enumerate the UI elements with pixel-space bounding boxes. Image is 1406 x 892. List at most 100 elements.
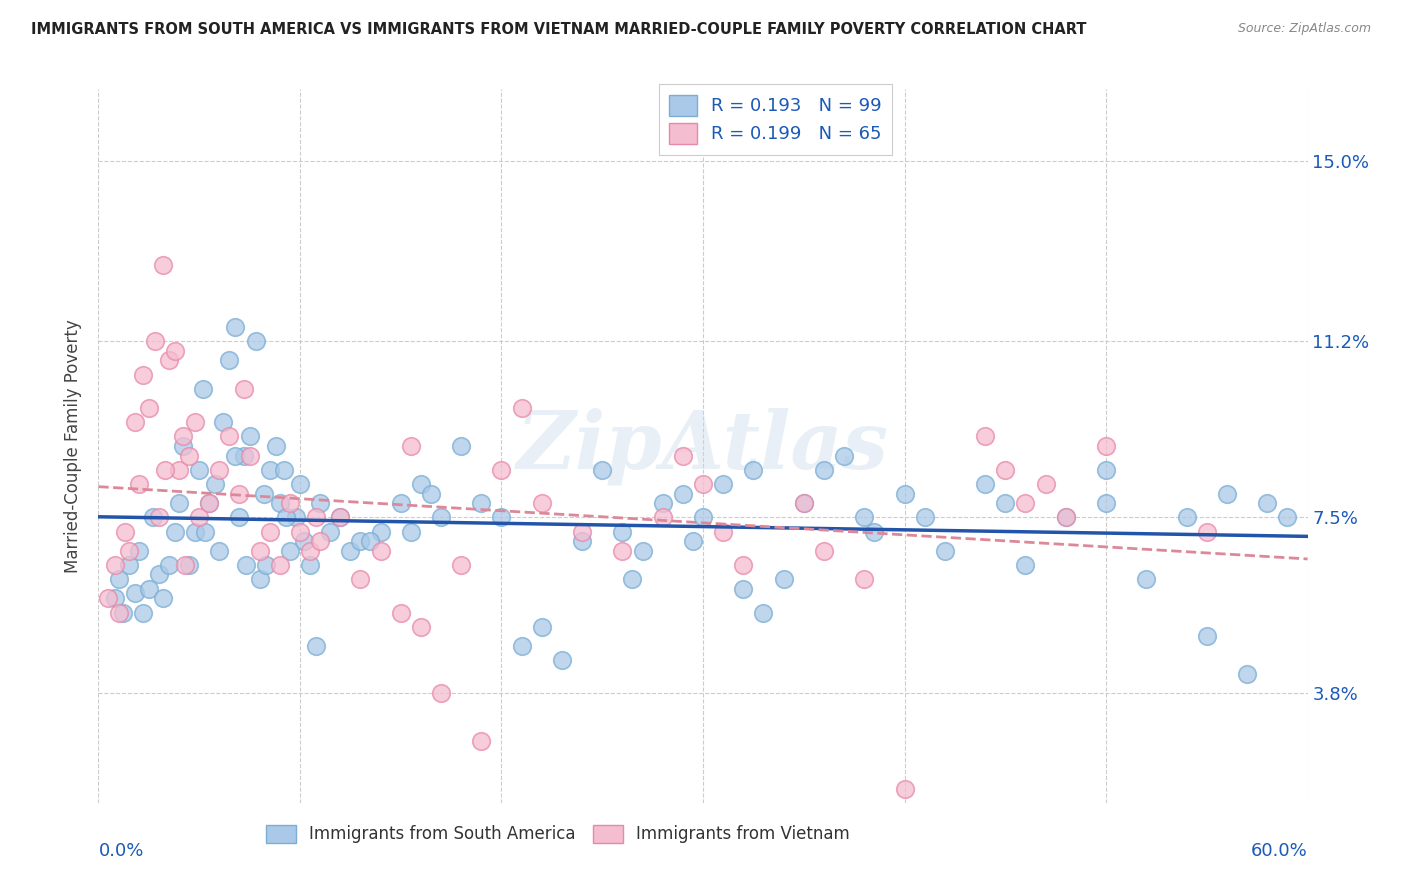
- Point: [370, 543, 392, 558]
- Point: [551, 653, 574, 667]
- Point: [208, 543, 231, 558]
- Point: [1216, 486, 1239, 500]
- Point: [793, 496, 815, 510]
- Point: [430, 510, 453, 524]
- Point: [235, 558, 257, 572]
- Point: [711, 477, 734, 491]
- Point: [1175, 510, 1198, 524]
- Point: [208, 463, 231, 477]
- Point: [167, 463, 190, 477]
- Point: [188, 463, 211, 477]
- Point: [409, 477, 432, 491]
- Point: [111, 606, 134, 620]
- Point: [198, 496, 221, 510]
- Point: [994, 496, 1017, 510]
- Point: [142, 510, 165, 524]
- Point: [591, 463, 613, 477]
- Point: [1095, 439, 1118, 453]
- Point: [1095, 496, 1118, 510]
- Point: [692, 510, 714, 524]
- Point: [309, 534, 332, 549]
- Point: [218, 429, 240, 443]
- Point: [621, 572, 644, 586]
- Point: [224, 449, 246, 463]
- Point: [107, 606, 129, 620]
- Point: [193, 382, 215, 396]
- Point: [530, 496, 553, 510]
- Point: [612, 543, 634, 558]
- Point: [1054, 510, 1077, 524]
- Point: [148, 510, 170, 524]
- Point: [103, 591, 125, 606]
- Point: [1195, 629, 1218, 643]
- Point: [179, 558, 201, 572]
- Point: [198, 496, 221, 510]
- Point: [772, 572, 794, 586]
- Point: [97, 591, 120, 606]
- Point: [491, 510, 513, 524]
- Point: [470, 734, 492, 748]
- Point: [148, 567, 170, 582]
- Point: [409, 620, 432, 634]
- Legend: Immigrants from South America, Immigrants from Vietnam: Immigrants from South America, Immigrant…: [257, 816, 858, 852]
- Point: [1195, 524, 1218, 539]
- Point: [174, 558, 197, 572]
- Text: 0.0%: 0.0%: [98, 842, 143, 860]
- Point: [309, 496, 332, 510]
- Point: [682, 534, 704, 549]
- Point: [571, 534, 593, 549]
- Point: [612, 524, 634, 539]
- Point: [349, 534, 371, 549]
- Point: [1014, 496, 1036, 510]
- Text: 60.0%: 60.0%: [1251, 842, 1308, 860]
- Point: [273, 463, 295, 477]
- Point: [813, 463, 835, 477]
- Point: [228, 486, 250, 500]
- Point: [974, 429, 997, 443]
- Point: [1054, 510, 1077, 524]
- Point: [232, 382, 254, 396]
- Point: [299, 543, 322, 558]
- Text: Source: ZipAtlas.com: Source: ZipAtlas.com: [1237, 22, 1371, 36]
- Point: [299, 558, 322, 572]
- Point: [114, 524, 136, 539]
- Point: [179, 449, 201, 463]
- Point: [319, 524, 342, 539]
- Point: [631, 543, 654, 558]
- Point: [153, 463, 176, 477]
- Point: [138, 401, 160, 415]
- Point: [692, 477, 714, 491]
- Point: [239, 449, 262, 463]
- Point: [184, 415, 207, 429]
- Point: [994, 463, 1017, 477]
- Point: [157, 558, 180, 572]
- Point: [157, 353, 180, 368]
- Text: IMMIGRANTS FROM SOUTH AMERICA VS IMMIGRANTS FROM VIETNAM MARRIED-COUPLE FAMILY P: IMMIGRANTS FROM SOUTH AMERICA VS IMMIGRA…: [31, 22, 1087, 37]
- Point: [329, 510, 352, 524]
- Point: [470, 496, 492, 510]
- Point: [128, 543, 150, 558]
- Point: [194, 524, 217, 539]
- Point: [278, 543, 301, 558]
- Point: [853, 572, 876, 586]
- Point: [274, 510, 297, 524]
- Point: [118, 558, 141, 572]
- Point: [832, 449, 855, 463]
- Point: [138, 582, 160, 596]
- Point: [259, 524, 281, 539]
- Point: [288, 477, 311, 491]
- Point: [218, 353, 240, 368]
- Point: [399, 439, 422, 453]
- Point: [254, 558, 277, 572]
- Point: [430, 686, 453, 700]
- Point: [1256, 496, 1278, 510]
- Point: [510, 639, 533, 653]
- Point: [167, 496, 190, 510]
- Point: [1035, 477, 1057, 491]
- Point: [1277, 510, 1299, 524]
- Point: [389, 496, 412, 510]
- Point: [163, 343, 186, 358]
- Point: [132, 606, 155, 620]
- Point: [893, 781, 915, 796]
- Text: ZipAtlas: ZipAtlas: [517, 408, 889, 484]
